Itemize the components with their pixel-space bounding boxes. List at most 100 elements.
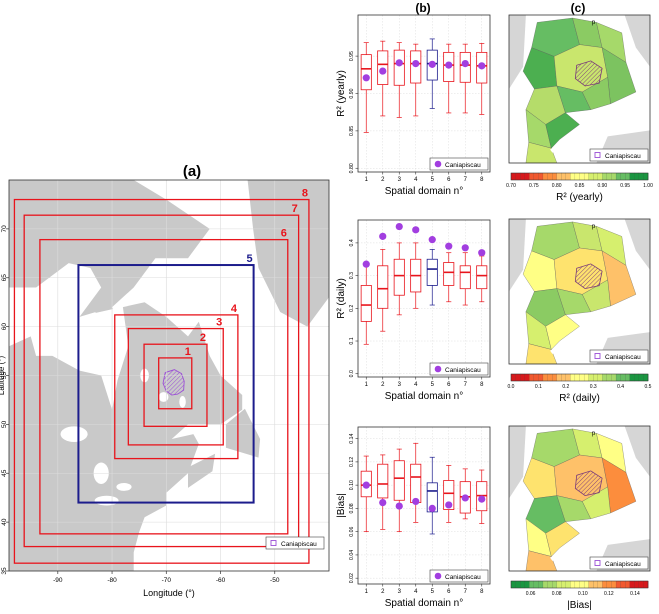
caniapiscau-point-1 <box>362 74 370 82</box>
colorbar-segment <box>538 580 544 589</box>
colorbar-segment <box>643 172 649 181</box>
box-2 <box>377 265 389 309</box>
legend-box <box>429 157 489 171</box>
x-tick-label: 8 <box>480 382 484 388</box>
colorbar-segment <box>520 373 526 382</box>
caniapiscau-point-7 <box>461 59 469 68</box>
x-tick-label: 1 <box>365 382 369 388</box>
colorbar-tick-label: 0.5 <box>645 384 652 390</box>
colorbar-tick-label: 0.3 <box>590 384 597 390</box>
caniapiscau-point-2 <box>379 498 387 507</box>
colorbar-segment <box>552 373 558 382</box>
colorbar-segment <box>615 172 621 181</box>
caniapiscau-point-4 <box>412 59 420 68</box>
x-tick-label: 3 <box>398 589 402 595</box>
panel-label-c: (c) <box>571 1 586 15</box>
colorbar-segment <box>570 172 576 181</box>
domain-label-3: 3 <box>216 317 222 329</box>
legend-box <box>265 536 325 550</box>
x-tick-label: 8 <box>480 589 484 595</box>
land-mass <box>225 408 261 458</box>
map-area <box>509 219 650 364</box>
colorbar-segment <box>547 373 553 382</box>
x-axis-label: Spatial domain n° <box>385 186 464 197</box>
colorbar-segment <box>602 172 608 181</box>
y-tick-label: 0.12 <box>349 457 355 467</box>
y-tick-label: 70 <box>1 225 8 233</box>
colorbar-segment <box>611 172 617 181</box>
colorbar-segment <box>583 373 590 382</box>
colorbar-segment <box>556 373 562 382</box>
panel-label-b: (b) <box>415 1 430 15</box>
panel-c-yearly-r2-map: p Caniapiscau 0.70 0.75 0.80 0.85 0.90 0.95 1.00… <box>506 14 653 203</box>
colorbar-segment <box>597 172 603 181</box>
colorbar-segment <box>634 580 640 589</box>
colorbar-segment <box>625 373 631 382</box>
plot-frame <box>357 426 491 585</box>
caniapiscau-point-3 <box>395 222 403 231</box>
map-frame <box>508 425 651 572</box>
y-tick-label: 65 <box>1 274 8 282</box>
caniapiscau-point-4 <box>412 497 420 506</box>
colorbar-segment <box>561 373 567 382</box>
colorbar-segment <box>556 172 562 181</box>
caniapiscau-basin <box>574 60 603 87</box>
x-tick-label: 2 <box>381 589 385 595</box>
colorbar-segment <box>583 580 590 589</box>
x-tick-label: 4 <box>414 382 418 388</box>
x-tick-label: 1 <box>365 177 369 183</box>
colorbar-frame <box>510 172 649 181</box>
x-tick-label: 6 <box>447 589 451 595</box>
caniapiscau-point-8 <box>478 62 486 70</box>
box-1 <box>360 285 372 322</box>
y-tick-label: 0.4 <box>349 239 355 246</box>
colorbar-segment <box>561 580 567 589</box>
colorbar-segment <box>620 580 626 589</box>
colorbar-segment <box>629 580 635 589</box>
legend-box <box>589 556 649 570</box>
y-tick-label: 0.2 <box>349 305 355 312</box>
lake <box>94 495 119 506</box>
colorbar-segment <box>565 373 571 382</box>
caniapiscau-point-7 <box>461 244 469 252</box>
colorbar-segment <box>552 580 558 589</box>
map-area <box>509 15 650 163</box>
caniapiscau-point-3 <box>395 502 403 510</box>
box-7 <box>459 265 471 290</box>
colorbar-segment <box>606 172 612 181</box>
land-mass <box>9 302 243 571</box>
colorbar-segment <box>593 373 599 382</box>
legend-label: Caniapiscau <box>445 574 481 581</box>
land-outside <box>509 426 526 499</box>
x-tick-label: 6 <box>447 382 451 388</box>
colorbar-segment <box>556 580 562 589</box>
x-tick-label: 5 <box>431 589 435 595</box>
colorbar-segment <box>629 373 635 382</box>
map-frame <box>508 14 651 164</box>
y-tick-label: 0.0 <box>349 370 355 377</box>
colorbar-segment <box>634 373 640 382</box>
domain-box-5 <box>77 264 255 504</box>
st-lawrence-estuary <box>550 312 634 355</box>
colorbar-segment <box>588 172 594 181</box>
colorbar-segment <box>583 172 590 181</box>
lake <box>179 396 186 408</box>
plot-frame <box>357 219 491 378</box>
domain-label-1: 1 <box>185 346 191 358</box>
land-mass <box>9 180 210 317</box>
colorbar-segment <box>602 580 608 589</box>
colorbar-segment <box>611 580 617 589</box>
colorbar-label: R² (daily) <box>559 393 600 404</box>
x-tick-label: 2 <box>381 177 385 183</box>
lake <box>116 483 132 491</box>
colorbar-label: R² (yearly) <box>556 192 603 203</box>
y-axis-label: |Bias| <box>336 493 347 518</box>
x-tick-label: -50 <box>270 577 280 584</box>
colorbar-segment <box>638 172 644 181</box>
colorbar-segment <box>533 373 539 382</box>
x-tick-label: -70 <box>162 577 172 584</box>
panel-b-bias-boxplot: 0.02 0.04 0.06 0.08 0.10 0.12 0.14 1 2 3 4 5 6 7 8 Spat… <box>336 426 491 609</box>
y-tick-label: 35 <box>1 567 8 575</box>
x-tick-label: 4 <box>414 177 418 183</box>
